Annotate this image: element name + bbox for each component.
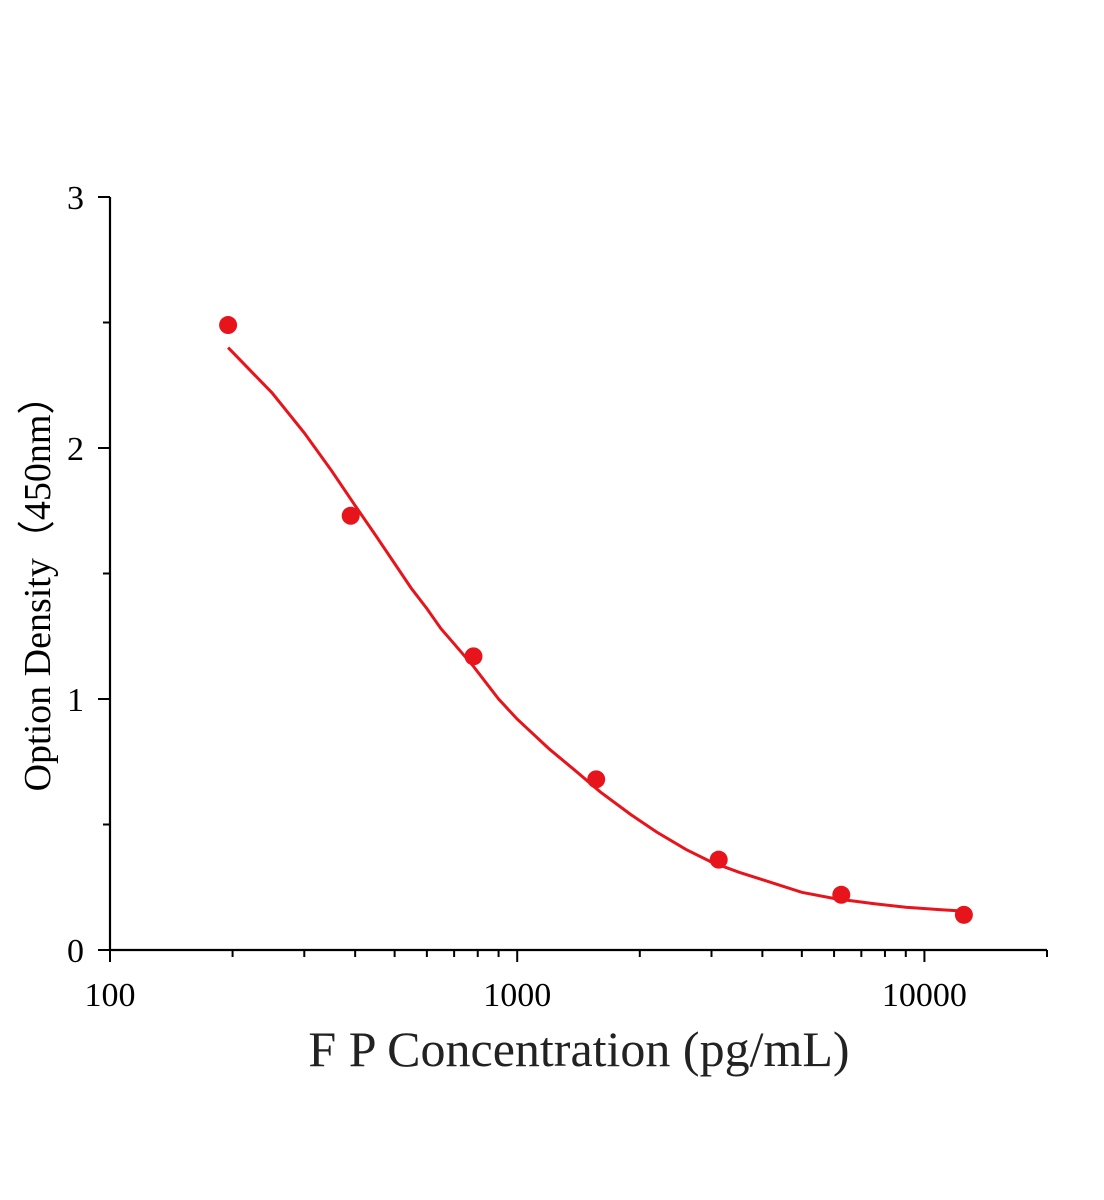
data-point — [587, 770, 606, 789]
y-tick-label: 3 — [67, 180, 84, 217]
x-ticks: 100 1000 10000 — [85, 950, 1048, 1014]
x-axis-title: F P Concentration (pg/mL) — [308, 1021, 849, 1077]
data-point — [464, 647, 483, 666]
axes — [108, 197, 1047, 952]
y-axis-title: Option Density（450nm） — [17, 377, 59, 792]
data-point — [832, 885, 851, 904]
fit-curve — [227, 346, 964, 913]
data-point — [709, 850, 728, 869]
data-point — [954, 905, 973, 924]
series — [219, 316, 973, 924]
y-tick-label: 2 — [67, 431, 84, 468]
data-point — [219, 316, 238, 335]
x-tick-label: 10000 — [882, 977, 967, 1014]
y-tick-label: 1 — [67, 682, 84, 719]
data-point — [341, 506, 360, 525]
x-tick-label: 100 — [85, 977, 136, 1014]
y-tick-label: 0 — [67, 933, 84, 970]
x-tick-label: 1000 — [483, 977, 551, 1014]
y-ticks: 0 1 2 3 — [67, 180, 110, 970]
